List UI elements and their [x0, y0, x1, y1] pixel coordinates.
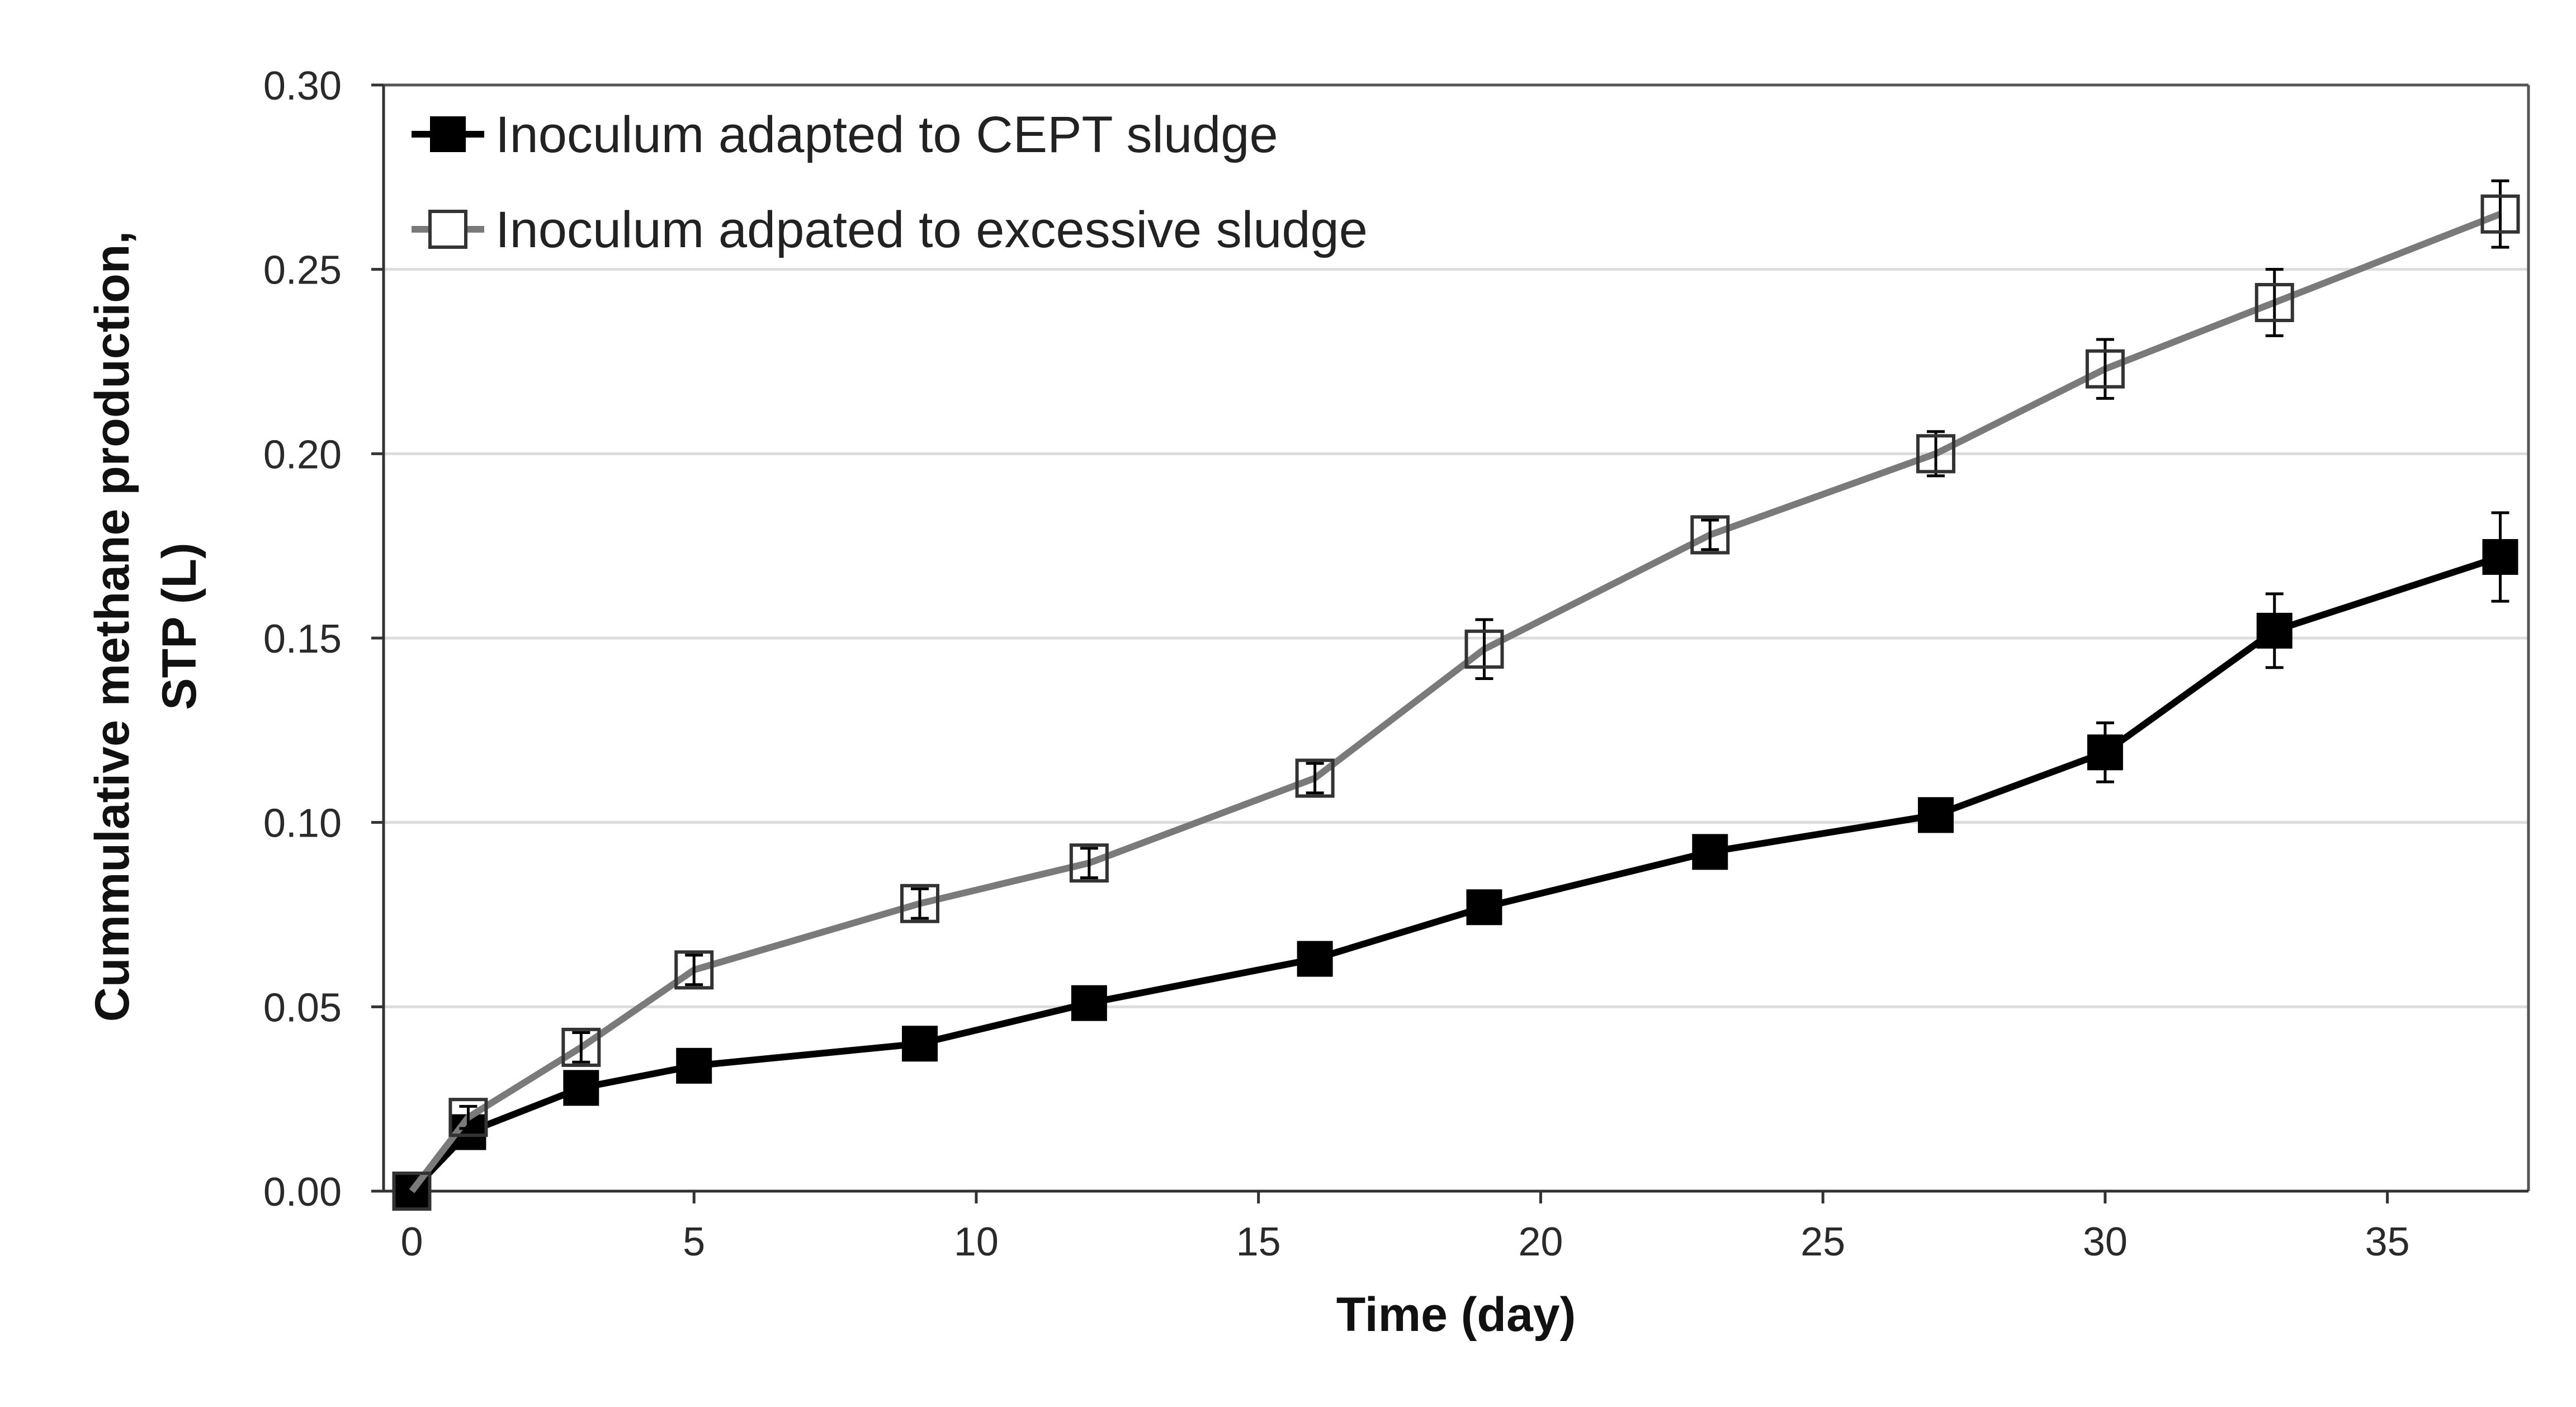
legend-label: Inoculum adpated to excessive sludge — [495, 201, 1368, 258]
data-point — [2254, 283, 2294, 323]
x-tick-label: 30 — [2083, 1220, 2128, 1264]
x-tick-label: 0 — [400, 1220, 423, 1264]
data-point — [448, 1098, 488, 1137]
data-point — [1918, 797, 1954, 833]
data-point — [1071, 985, 1107, 1021]
x-axis: 0 5 10 15 20 25 30 35 — [400, 1191, 2410, 1264]
x-tick-label: 20 — [1518, 1220, 1563, 1264]
data-point — [1466, 889, 1502, 926]
data-point — [392, 1172, 432, 1211]
y-tick-label: 0.05 — [263, 985, 342, 1030]
data-point — [2482, 539, 2518, 575]
series-1 — [394, 511, 2518, 1209]
y-axis-title-line-2: STP (L) — [153, 542, 206, 710]
data-point — [2085, 349, 2125, 389]
x-tick-label: 25 — [1800, 1220, 1845, 1264]
gridlines — [384, 268, 2528, 1008]
legend-entry-1: Inoculum adapted to CEPT sludge — [412, 106, 1278, 163]
y-tick-label: 0.15 — [263, 617, 342, 662]
y-tick-label: 0.00 — [263, 1170, 342, 1215]
x-tick-label: 10 — [954, 1220, 999, 1264]
legend-label: Inoculum adapted to CEPT sludge — [495, 106, 1278, 163]
x-tick-label: 35 — [2365, 1220, 2410, 1264]
data-point — [1069, 843, 1109, 883]
y-axis-title: Cummulative methane production, STP (L) — [86, 231, 206, 1022]
y-axis-title-line-1: Cummulative methane production, — [86, 231, 139, 1022]
data-point — [2480, 194, 2520, 234]
series-2 — [392, 179, 2520, 1211]
legend-marker — [428, 210, 467, 249]
y-axis: 0.00 0.05 0.10 0.15 0.20 0.25 0.30 — [263, 64, 384, 1215]
data-series — [392, 179, 2520, 1211]
data-point — [1464, 629, 1504, 669]
data-point — [2087, 734, 2123, 771]
data-point — [1916, 434, 1956, 474]
y-tick-label: 0.20 — [263, 432, 342, 477]
x-axis-title: Time (day) — [1336, 1288, 1576, 1342]
x-tick-label: 5 — [683, 1220, 705, 1264]
data-point — [1692, 834, 1728, 870]
data-point — [1690, 515, 1730, 555]
y-tick-label: 0.25 — [263, 248, 342, 293]
data-point — [2256, 612, 2293, 649]
data-point — [902, 1026, 938, 1062]
data-point — [561, 1027, 601, 1067]
data-point — [563, 1070, 599, 1106]
data-point — [900, 884, 939, 923]
data-point — [676, 1047, 712, 1084]
y-tick-label: 0.10 — [263, 801, 342, 846]
legend-entry-2: Inoculum adpated to excessive sludge — [412, 201, 1368, 258]
y-tick-label: 0.30 — [263, 64, 342, 108]
data-point — [674, 950, 714, 990]
data-point — [1295, 758, 1335, 798]
data-point — [1297, 941, 1333, 977]
legend: Inoculum adapted to CEPT sludge Inoculum … — [412, 106, 1368, 258]
x-tick-label: 15 — [1236, 1220, 1281, 1264]
legend-marker — [430, 116, 466, 152]
